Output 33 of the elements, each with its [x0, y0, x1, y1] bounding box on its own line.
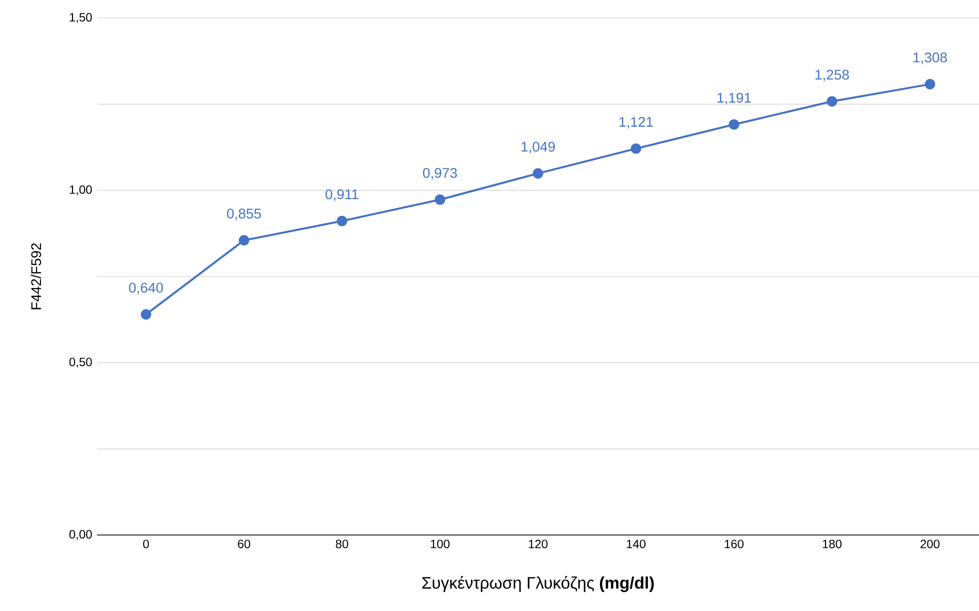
y-tick-label: 0,00	[69, 530, 92, 540]
x-axis-title: Συγκέντρωση Γλυκόζης (mg/dl)	[422, 576, 654, 592]
y-tick-label: 0,50	[69, 358, 92, 368]
point	[630, 143, 642, 154]
x-tick-label: 80	[336, 540, 348, 548]
point	[532, 168, 544, 179]
y-tick-label: 1,00	[70, 185, 92, 196]
data-label: 0,973	[423, 168, 457, 180]
x-tick-label: 0	[143, 540, 149, 548]
x-tick-label: 120	[528, 540, 548, 548]
data-label: 1,049	[522, 142, 555, 154]
point	[924, 78, 936, 90]
data-label: 0,855	[227, 208, 261, 220]
data-label: 1,191	[718, 92, 751, 104]
data-label: 0,911	[326, 189, 358, 201]
x-tick-label: 200	[920, 540, 940, 548]
point	[140, 309, 152, 320]
point	[826, 96, 838, 107]
data-label: 1,121	[620, 116, 653, 129]
x-tick-label: 140	[626, 540, 646, 548]
point	[434, 194, 446, 205]
x-tick-label: 100	[430, 540, 450, 548]
x-tick-label: 180	[822, 540, 842, 548]
point	[728, 119, 740, 130]
y-axis-title: F442/F592	[30, 243, 42, 310]
data-label: 0,640	[129, 282, 163, 294]
point	[336, 216, 348, 226]
data-label: 1,308	[914, 52, 947, 64]
data-label: 1,258	[816, 70, 849, 82]
y-tick-label: 1,50	[70, 13, 92, 23]
x-tick-label: 160	[724, 540, 744, 548]
x-tick-label: 60	[238, 540, 250, 548]
point	[238, 235, 250, 246]
